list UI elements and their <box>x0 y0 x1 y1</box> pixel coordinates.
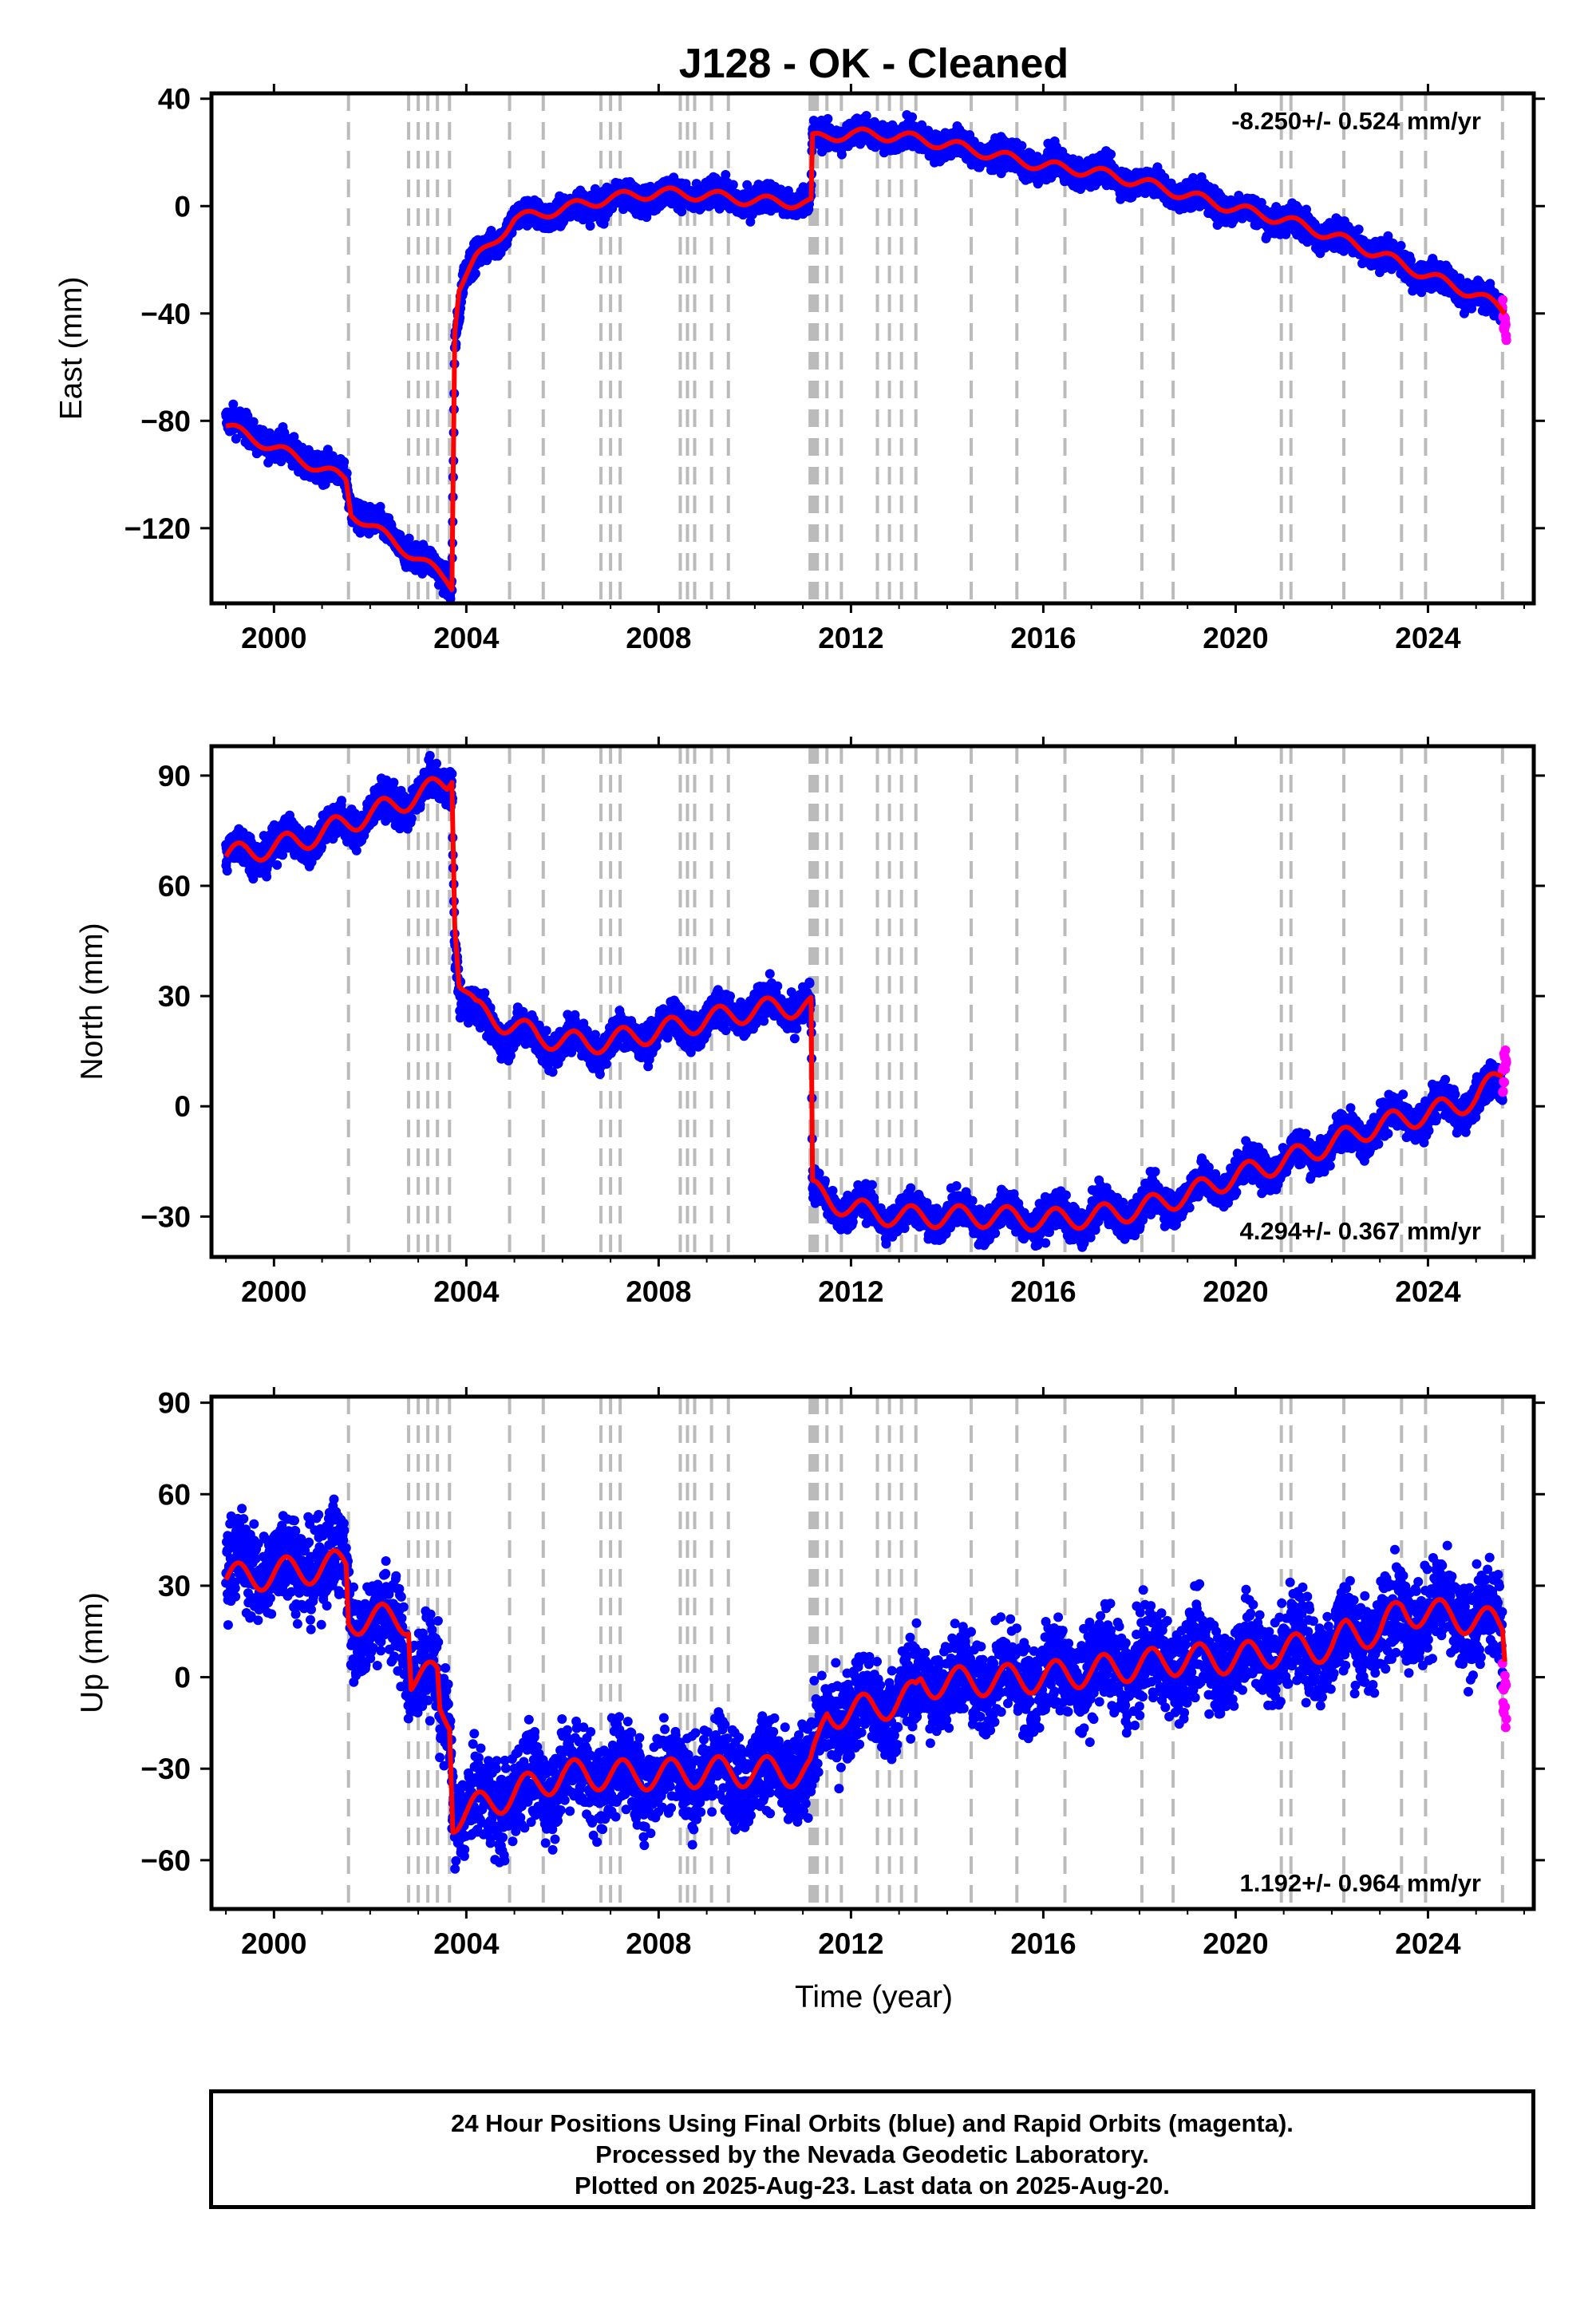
final-orbit-point <box>1353 224 1364 235</box>
data-points <box>221 110 1511 603</box>
chart-title: J128 - OK - Cleaned <box>679 41 1069 87</box>
final-orbit-point <box>823 113 833 124</box>
final-orbit-point <box>907 112 918 122</box>
final-orbit-point <box>1106 149 1116 160</box>
panel-1: 2000 2004 2008 2012 2016 2020 2024400−40−80−12… <box>54 83 1545 654</box>
final-orbit-point <box>585 221 595 231</box>
final-orbit-point <box>339 456 350 467</box>
step-epoch-lines <box>346 93 1504 603</box>
final-orbit-point <box>728 180 738 190</box>
final-orbit-point <box>228 399 239 409</box>
final-orbit-point <box>1396 240 1406 251</box>
final-orbit-point <box>470 268 480 279</box>
final-orbit-point <box>289 432 299 442</box>
final-orbit-point <box>404 533 414 543</box>
final-orbit-point <box>1017 140 1027 151</box>
final-orbit-point <box>248 417 259 427</box>
